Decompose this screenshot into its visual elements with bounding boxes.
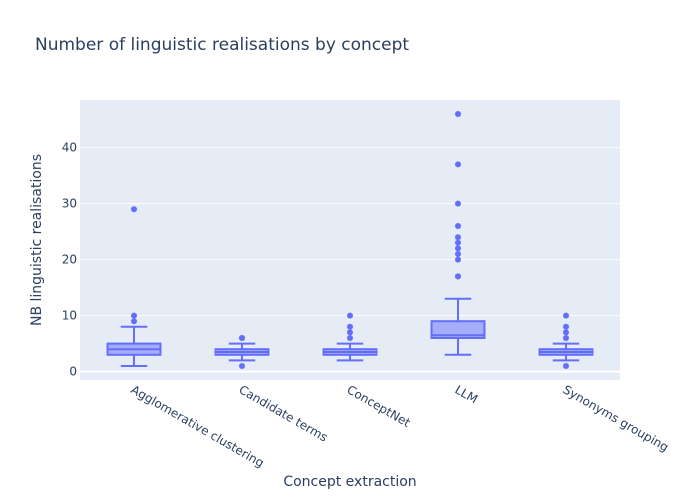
y-tick-label: 20 — [62, 253, 77, 267]
x-axis-title: Concept extraction — [283, 474, 416, 490]
outlier-point — [239, 363, 245, 369]
box-group — [322, 312, 378, 362]
outlier-point — [347, 335, 353, 341]
outlier-point — [563, 312, 569, 319]
x-tick-label: LLM — [453, 382, 481, 406]
x-tick-label: ConceptNet — [345, 382, 413, 430]
outlier-point — [131, 312, 137, 319]
outlier-point — [455, 200, 461, 207]
outlier-point — [455, 234, 461, 241]
outlier-point — [347, 312, 353, 319]
y-tick-label: 40 — [62, 141, 77, 155]
outlier-point — [563, 329, 569, 336]
x-tick-label: Synonyms grouping — [561, 382, 672, 454]
outlier-point — [563, 363, 569, 369]
outlier-point — [347, 323, 353, 330]
outlier-point — [455, 223, 461, 229]
box-iqr — [430, 320, 486, 340]
outlier-point — [455, 161, 461, 168]
y-axis-title: NB linguistic realisations — [29, 154, 45, 326]
outlier-point — [455, 256, 461, 263]
x-tick-label: Candidate terms — [237, 382, 331, 444]
box-group — [538, 312, 594, 369]
box-group — [214, 335, 270, 369]
outlier-point — [455, 245, 461, 252]
outlier-point — [131, 318, 137, 325]
outlier-point — [563, 335, 569, 341]
outlier-point — [563, 323, 569, 330]
y-tick-label: 0 — [69, 365, 77, 379]
outlier-point — [455, 273, 461, 280]
box-group — [106, 206, 162, 367]
outlier-point — [455, 251, 461, 257]
chart-title: Number of linguistic realisations by con… — [35, 35, 409, 55]
outlier-point — [239, 335, 245, 341]
outlier-point — [455, 239, 461, 246]
y-tick-label: 10 — [62, 309, 77, 323]
y-axis-ticks: 0 10 20 30 40 — [62, 141, 77, 379]
y-tick-label: 30 — [62, 197, 77, 211]
outlier-point — [131, 206, 137, 213]
outlier-point — [347, 329, 353, 336]
outlier-point — [455, 111, 461, 117]
boxes — [106, 111, 594, 369]
box-group — [430, 111, 486, 356]
